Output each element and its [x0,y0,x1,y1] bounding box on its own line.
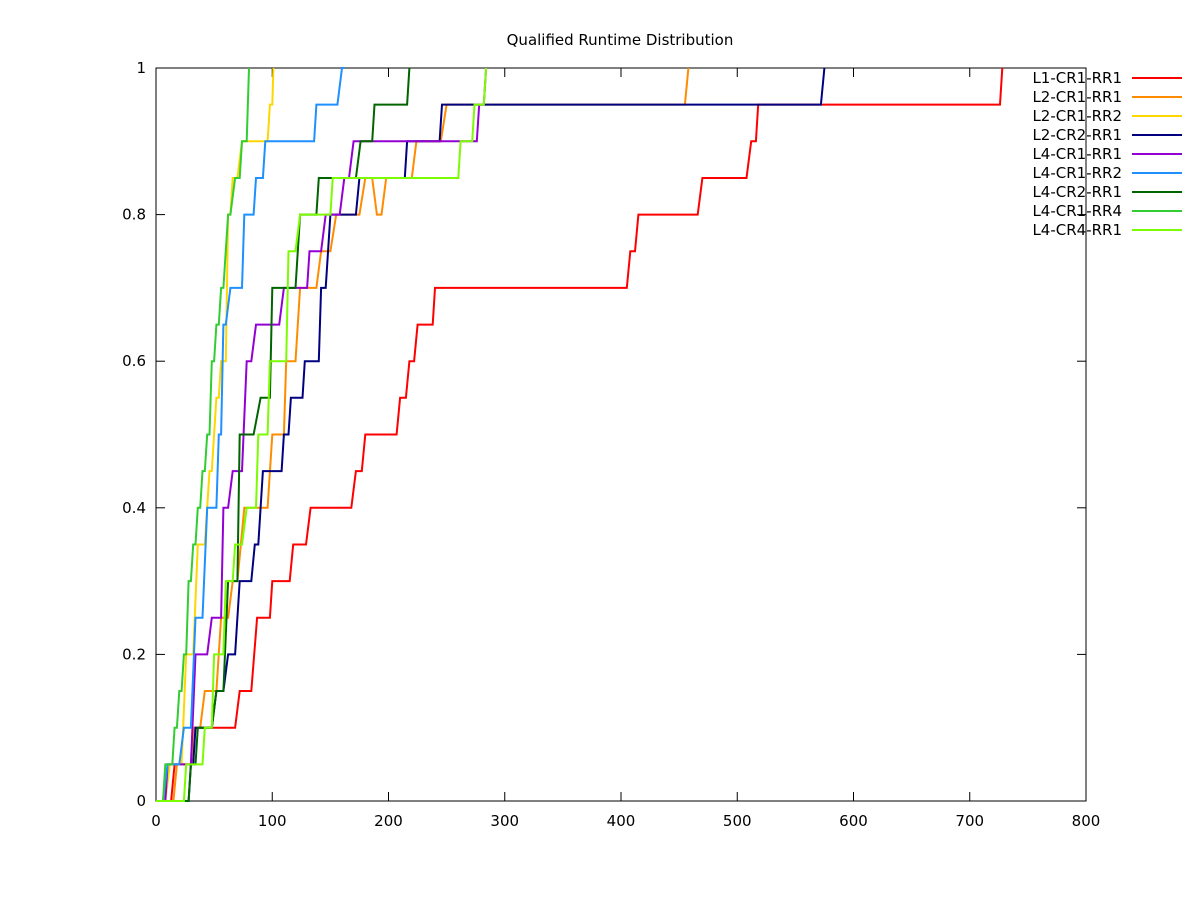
x-tick-label: 400 [607,812,636,830]
y-tick-label: 0.4 [122,499,146,517]
y-axis: 0 0.2 0.4 0.6 0.8 1 [122,59,1086,810]
x-tick-label: 700 [955,812,984,830]
x-tick-label: 800 [1072,812,1101,830]
series-line-l4-cr4-rr1 [156,67,488,802]
legend-label: L2-CR2-RR1 [1032,126,1122,144]
x-tick-label: 300 [490,812,519,830]
x-tick-label: 200 [374,812,403,830]
plot-frame [155,67,1087,802]
series-line-l4-cr1-rr2 [156,67,345,802]
legend: L1-CR1-RR1L2-CR1-RR1L2-CR1-RR2L2-CR2-RR1… [1032,69,1182,239]
legend-label: L2-CR1-RR2 [1032,107,1122,125]
y-tick-label: 1 [136,59,146,77]
x-tick-label: 500 [723,812,752,830]
x-tick-label: 100 [258,812,287,830]
legend-label: L4-CR1-RR4 [1032,202,1122,220]
legend-label: L1-CR1-RR1 [1032,69,1122,87]
y-tick-label: 0.8 [122,206,146,224]
x-axis: 0 100 200 300 400 500 600 700 800 [151,68,1100,830]
y-tick-label: 0.6 [122,352,146,370]
y-tick-label: 0.2 [122,645,146,663]
legend-label: L4-CR4-RR1 [1032,221,1122,239]
x-tick-label: 600 [839,812,868,830]
series-line-l1-cr1-rr1 [156,67,1004,802]
y-tick-label: 0 [136,792,146,810]
legend-label: L4-CR1-RR1 [1032,145,1122,163]
legend-label: L2-CR1-RR1 [1032,88,1122,106]
x-tick-label: 0 [151,812,161,830]
legend-label: L4-CR2-RR1 [1032,183,1122,201]
series-line-l4-cr1-rr4 [156,67,250,802]
legend-label: L4-CR1-RR2 [1032,164,1122,182]
series-lines [156,67,1004,802]
chart-title: Qualified Runtime Distribution [507,31,734,49]
